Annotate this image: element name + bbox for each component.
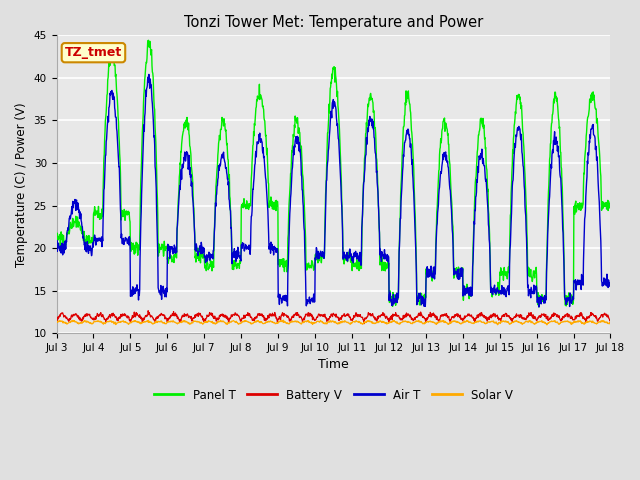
Solar V (280, 317, 287, 323)
Air T (163, 285, 170, 291)
Battery V (176, 316, 184, 322)
Solar V (176, 320, 184, 325)
Solar V (52, 320, 60, 325)
Panel T (176, 160, 184, 166)
Solar V (607, 320, 614, 326)
Solar V (543, 322, 551, 328)
Battery V (541, 313, 549, 319)
Line: Air T: Air T (56, 74, 611, 307)
Y-axis label: Temperature (C) / Power (V): Temperature (C) / Power (V) (15, 102, 28, 266)
Panel T (163, 245, 170, 251)
Panel T (145, 37, 152, 43)
Panel T (492, 287, 500, 293)
Battery V (144, 308, 152, 313)
Solar V (163, 321, 170, 326)
Text: TZ_tmet: TZ_tmet (65, 46, 122, 59)
Air T (176, 187, 184, 192)
Line: Battery V: Battery V (56, 311, 611, 324)
Solar V (420, 321, 428, 326)
Battery V (52, 318, 60, 324)
Battery V (493, 313, 500, 319)
Air T (492, 290, 500, 296)
Battery V (607, 318, 614, 324)
Air T (420, 297, 428, 303)
Title: Tonzi Tower Met: Temperature and Power: Tonzi Tower Met: Temperature and Power (184, 15, 483, 30)
X-axis label: Time: Time (318, 359, 349, 372)
Air T (535, 304, 543, 310)
Panel T (536, 304, 543, 310)
Air T (145, 72, 153, 77)
Solar V (238, 320, 246, 326)
Panel T (541, 292, 549, 298)
Panel T (607, 204, 614, 210)
Panel T (420, 298, 428, 304)
Solar V (492, 319, 500, 324)
Line: Solar V: Solar V (56, 320, 611, 325)
Air T (238, 245, 246, 251)
Line: Panel T: Panel T (56, 40, 611, 307)
Air T (541, 296, 549, 302)
Battery V (238, 315, 246, 321)
Battery V (163, 315, 170, 321)
Panel T (238, 204, 246, 210)
Battery V (360, 321, 368, 326)
Solar V (541, 320, 549, 325)
Panel T (52, 231, 60, 237)
Battery V (420, 314, 428, 320)
Legend: Panel T, Battery V, Air T, Solar V: Panel T, Battery V, Air T, Solar V (149, 384, 518, 406)
Air T (52, 244, 60, 250)
Air T (607, 280, 614, 286)
